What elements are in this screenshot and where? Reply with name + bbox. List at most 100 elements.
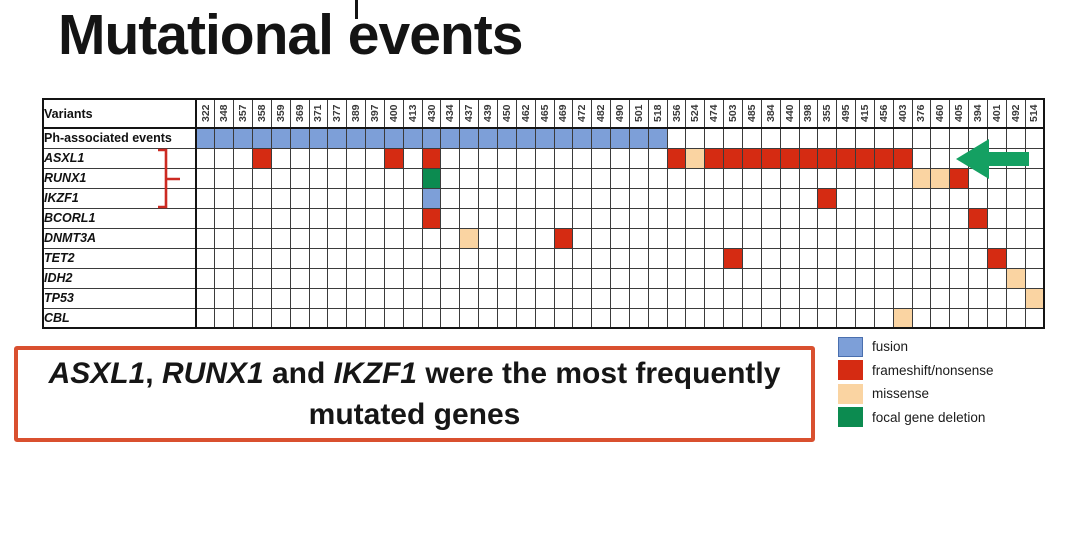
empty-cell — [986, 127, 1007, 149]
empty-cell — [383, 207, 404, 229]
empty-cell — [628, 307, 649, 329]
empty-cell — [308, 247, 329, 269]
empty-cell — [402, 287, 423, 309]
empty-cell — [723, 207, 743, 229]
empty-cell — [892, 127, 913, 149]
empty-cell — [892, 267, 913, 289]
empty-cell — [591, 147, 612, 169]
mutation-cell — [591, 127, 612, 149]
empty-cell — [836, 127, 857, 149]
sample-column-header: 490 — [610, 98, 630, 129]
mutation-cell — [873, 147, 894, 169]
empty-cell — [628, 227, 649, 249]
mutation-cell — [252, 147, 272, 169]
empty-cell — [610, 167, 630, 189]
empty-cell — [911, 147, 932, 169]
empty-cell — [497, 247, 517, 269]
empty-cell — [798, 207, 819, 229]
empty-cell — [327, 247, 348, 269]
empty-cell — [647, 207, 668, 229]
empty-cell — [798, 127, 819, 149]
empty-cell — [515, 187, 536, 209]
empty-cell — [346, 187, 367, 209]
empty-cell — [459, 307, 480, 329]
empty-cell — [685, 307, 706, 329]
sample-column-header: 356 — [666, 98, 687, 129]
empty-cell — [855, 187, 875, 209]
empty-cell — [911, 307, 932, 329]
row-label: CBL — [42, 307, 197, 329]
empty-cell — [289, 287, 310, 309]
empty-cell — [666, 247, 687, 269]
mutation-cell — [704, 147, 725, 169]
empty-cell — [365, 307, 385, 329]
row-label: ASXL1 — [42, 147, 197, 169]
empty-cell — [365, 247, 385, 269]
empty-cell — [252, 207, 272, 229]
empty-cell — [685, 287, 706, 309]
empty-cell — [723, 287, 743, 309]
legend-swatch-focal_deletion — [838, 407, 863, 428]
empty-cell — [723, 187, 743, 209]
empty-cell — [666, 307, 687, 329]
empty-cell — [817, 207, 838, 229]
empty-cell — [817, 167, 838, 189]
mutation-cell — [270, 127, 291, 149]
mutation-cell — [553, 227, 574, 249]
empty-cell — [459, 207, 480, 229]
callout-box: ASXL1, RUNX1 and IKZF1 were the most fre… — [14, 346, 815, 442]
empty-cell — [515, 147, 536, 169]
empty-cell — [478, 167, 498, 189]
empty-cell — [402, 307, 423, 329]
empty-cell — [779, 127, 800, 149]
empty-cell — [195, 147, 216, 169]
empty-cell — [289, 167, 310, 189]
empty-cell — [911, 207, 932, 229]
callout-text-line: ASXL1, RUNX1 and IKZF1 were the most fre… — [18, 353, 811, 394]
empty-cell — [892, 227, 913, 249]
empty-cell — [591, 167, 612, 189]
empty-cell — [704, 227, 725, 249]
empty-cell — [760, 187, 781, 209]
sample-column-header: 398 — [798, 98, 819, 129]
empty-cell — [873, 247, 894, 269]
sample-column-header: 501 — [628, 98, 649, 129]
mutation-cell — [779, 147, 800, 169]
empty-cell — [949, 207, 970, 229]
legend-swatch-frameshift — [838, 360, 863, 381]
empty-cell — [760, 287, 781, 309]
empty-cell — [515, 307, 536, 329]
empty-cell — [817, 287, 838, 309]
legend-item: missense — [838, 382, 994, 406]
table-row: BCORL1 — [42, 207, 1045, 229]
empty-cell — [383, 267, 404, 289]
mutation-cell — [289, 127, 310, 149]
empty-cell — [685, 267, 706, 289]
mutation-cell — [685, 147, 706, 169]
empty-cell — [610, 287, 630, 309]
empty-cell — [892, 247, 913, 269]
empty-cell — [610, 207, 630, 229]
empty-cell — [591, 247, 612, 269]
empty-cell — [233, 287, 254, 309]
empty-cell — [911, 227, 932, 249]
empty-cell — [836, 187, 857, 209]
empty-cell — [233, 247, 254, 269]
empty-cell — [214, 307, 235, 329]
legend: fusion frameshift/nonsense missense focal g… — [838, 335, 994, 429]
empty-cell — [459, 167, 480, 189]
empty-cell — [440, 307, 461, 329]
empty-cell — [610, 267, 630, 289]
gene-name-text: RUNX1 — [161, 357, 264, 390]
empty-cell — [1005, 187, 1026, 209]
empty-cell — [666, 287, 687, 309]
empty-cell — [572, 207, 593, 229]
empty-cell — [308, 167, 329, 189]
empty-cell — [704, 187, 725, 209]
empty-cell — [497, 147, 517, 169]
empty-cell — [459, 247, 480, 269]
empty-cell — [968, 227, 988, 249]
gene-name-text: ASXL1 — [48, 357, 146, 390]
empty-cell — [459, 287, 480, 309]
empty-cell — [610, 147, 630, 169]
